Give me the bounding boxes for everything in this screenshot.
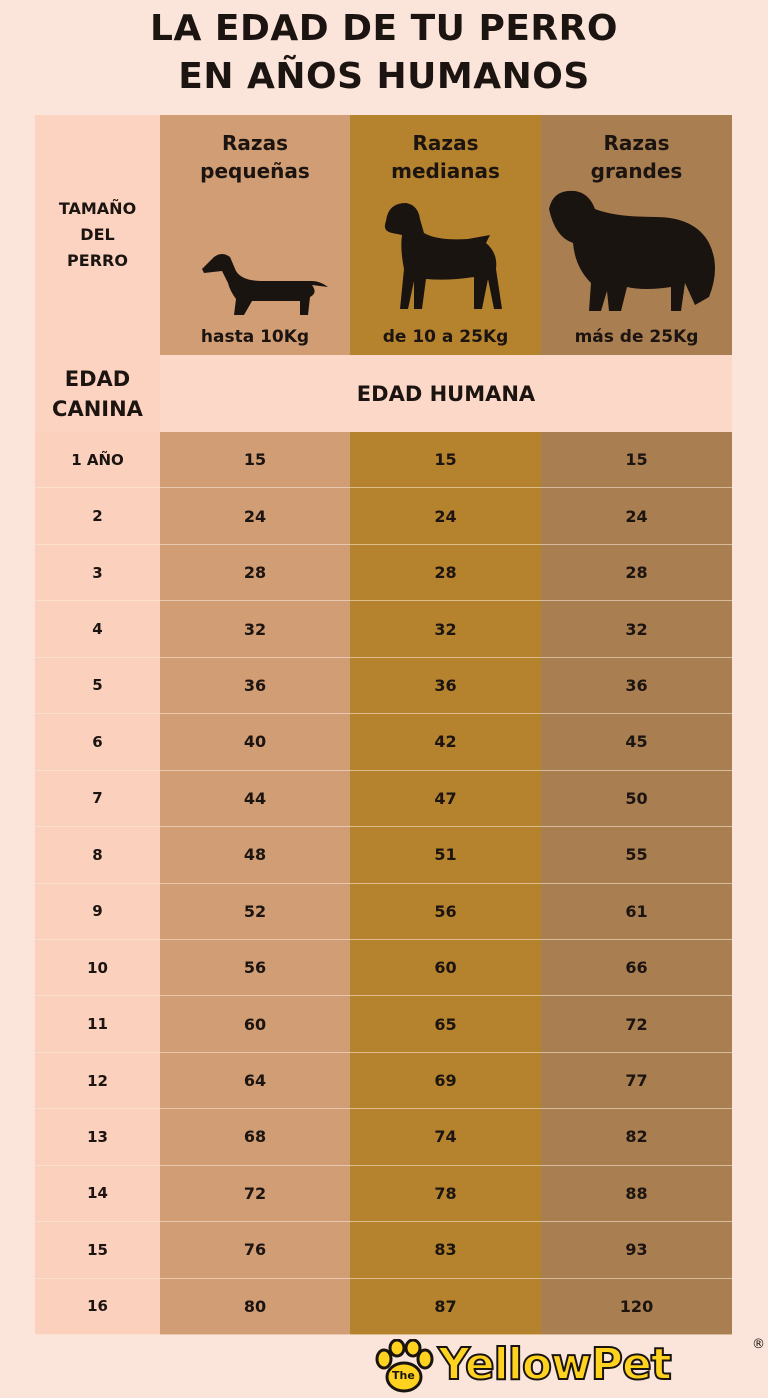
human-age-cell: 24 — [160, 488, 350, 545]
weight: hasta 10Kg — [200, 327, 310, 347]
logo: The YellowPet ® — [372, 1335, 768, 1398]
age-cell: 10 — [35, 939, 160, 997]
title: LA EDAD DE TU PERRO — [150, 8, 618, 49]
human-age-cell: 45 — [541, 714, 732, 771]
weight: de 10 a 25Kg — [382, 327, 509, 347]
human-age-cell: 69 — [350, 1052, 541, 1110]
spaniel-icon — [384, 203, 502, 309]
logo-brand1: Yellow — [437, 1338, 593, 1391]
logo-mark: ® — [752, 1337, 765, 1352]
human-age-cell: 82 — [541, 1109, 732, 1166]
human-age-cell: 65 — [350, 996, 541, 1053]
dachshund-icon — [202, 254, 328, 315]
size-label-text: TAMAÑO DEL PERRO — [58, 199, 137, 270]
age-cell: 16 — [35, 1278, 160, 1335]
human-age-cell: 15 — [350, 432, 541, 489]
human-age-cell: 28 — [541, 544, 732, 602]
human-age-cell: 77 — [541, 1052, 732, 1110]
human-age-cell: 72 — [160, 1165, 350, 1223]
human-age-cell: 28 — [160, 544, 350, 602]
human-age-cell: 32 — [541, 601, 732, 658]
title: EN AÑOS HUMANOS — [178, 56, 590, 97]
human-age-cell: 50 — [541, 770, 732, 828]
age-cell: 5 — [35, 657, 160, 715]
human-age-cell: 88 — [541, 1165, 732, 1223]
human-age-cell: 56 — [350, 883, 541, 940]
human-age-cell: 93 — [541, 1222, 732, 1279]
human-age-cell: 36 — [160, 657, 350, 715]
age-label: EDAD CANINA — [35, 355, 160, 432]
age-cell: 15 — [35, 1222, 160, 1279]
human-age-cell: 80 — [160, 1278, 350, 1335]
human-age-cell: 32 — [160, 601, 350, 658]
human-age-cell: 42 — [350, 714, 541, 771]
human-age-cell: 56 — [160, 939, 350, 997]
age-cell: 4 — [35, 601, 160, 658]
human-age-cell: 24 — [350, 488, 541, 545]
human-age-cell: 15 — [541, 432, 732, 489]
human-age-cell: 36 — [350, 657, 541, 715]
human-age-cell: 44 — [160, 770, 350, 828]
human-age-cell: 24 — [541, 488, 732, 545]
weight: más de 25Kg — [574, 327, 699, 347]
large-dog-icon — [549, 190, 715, 311]
column-header: Razas pequeñas hasta 10Kg — [160, 115, 350, 355]
age-cell: 3 — [35, 544, 160, 602]
human-age-cell: 55 — [541, 827, 732, 884]
size-label: TAMAÑO DEL PERRO — [35, 115, 160, 355]
logo-brand: YellowPet — [437, 1338, 673, 1391]
human-age-cell: 74 — [350, 1109, 541, 1166]
column-name: Razas medianas — [391, 131, 500, 183]
age-cell: 2 — [35, 488, 160, 545]
human-age-cell: 36 — [541, 657, 732, 715]
age-cell: 9 — [35, 883, 160, 940]
human-age-cell: 40 — [160, 714, 350, 771]
human-age-cell: 60 — [160, 996, 350, 1053]
human-age-cell: 72 — [541, 996, 732, 1053]
human-age-cell: 52 — [160, 883, 350, 940]
age-label-text: EDAD CANINA — [52, 366, 143, 421]
logo-brand2: Pet — [590, 1338, 673, 1391]
column-header: Razas medianas de 10 a 25Kg — [350, 115, 541, 355]
human-age-cell: 48 — [160, 827, 350, 884]
human-age-cell: 15 — [160, 432, 350, 489]
age-cell: 11 — [35, 996, 160, 1053]
human-age-cell: 51 — [350, 827, 541, 884]
human-age-cell: 120 — [541, 1278, 732, 1335]
age-cell: 12 — [35, 1052, 160, 1110]
human-age-cell: 87 — [350, 1278, 541, 1335]
human-label-text: EDAD HUMANA — [356, 381, 536, 406]
human-age-cell: 83 — [350, 1222, 541, 1279]
human-label: EDAD HUMANA — [160, 355, 732, 432]
human-age-cell: 76 — [160, 1222, 350, 1279]
age-cell: 8 — [35, 827, 160, 884]
age-cell: 7 — [35, 770, 160, 828]
age-cell: 6 — [35, 714, 160, 771]
age-cell: 13 — [35, 1109, 160, 1166]
human-age-cell: 60 — [350, 939, 541, 997]
human-age-cell: 78 — [350, 1165, 541, 1223]
human-age-cell: 47 — [350, 770, 541, 828]
column-header: Razas grandes más de 25Kg — [541, 115, 732, 355]
human-age-cell: 66 — [541, 939, 732, 997]
human-age-cell: 64 — [160, 1052, 350, 1110]
age-cell: 14 — [35, 1165, 160, 1223]
paw-icon — [375, 1339, 434, 1393]
logo-prefix: The — [392, 1369, 415, 1382]
human-age-cell: 61 — [541, 883, 732, 940]
human-age-cell: 32 — [350, 601, 541, 658]
column-name: Razas grandes — [590, 131, 683, 183]
human-age-cell: 68 — [160, 1109, 350, 1166]
column-name: Razas pequeñas — [200, 131, 310, 183]
age-cell: 1 AÑO — [35, 432, 160, 489]
human-age-cell: 28 — [350, 544, 541, 602]
